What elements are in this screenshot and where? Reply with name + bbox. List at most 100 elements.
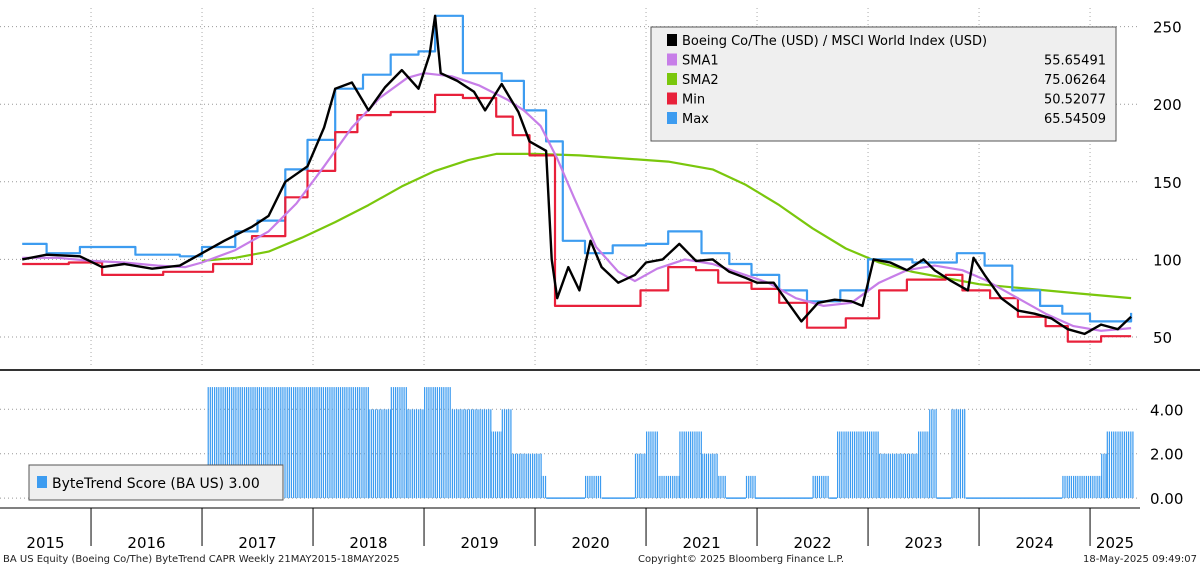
score-bar <box>415 409 418 499</box>
score-bar <box>896 453 898 499</box>
score-bar <box>869 431 871 499</box>
score-bar <box>379 409 381 499</box>
score-bar <box>209 387 211 499</box>
score-bar <box>1070 475 1073 499</box>
x-label-2025: 2025 <box>1096 534 1134 552</box>
score-bar <box>898 453 900 499</box>
score-bar <box>900 453 902 499</box>
score-bar <box>383 409 385 499</box>
score-bar <box>354 387 357 499</box>
score-bar <box>407 409 409 499</box>
score-bar <box>873 431 875 499</box>
score-bar <box>514 453 517 499</box>
score-bar <box>902 453 904 499</box>
score-bar <box>320 387 322 499</box>
score-bar <box>637 453 639 499</box>
score-bar <box>211 387 214 499</box>
score-bar <box>685 431 687 499</box>
score-bar <box>248 387 250 499</box>
score-bar <box>889 453 892 499</box>
score-bar <box>453 409 456 499</box>
score-bar <box>849 431 852 499</box>
score-bar <box>646 431 648 499</box>
score-bar <box>492 431 495 499</box>
legend-label-ba: Boeing Co/The (USD) / MSCI World Index (… <box>682 34 987 49</box>
score-bar <box>641 453 643 499</box>
y-tick-150: 150 <box>1153 174 1182 192</box>
score-bar <box>305 387 308 499</box>
score-panel: 0.00 2.00 4.00 <box>0 387 1183 508</box>
x-label-2024: 2024 <box>1015 534 1053 552</box>
score-bar <box>499 431 501 499</box>
score-bar <box>318 387 320 499</box>
score-bar <box>377 409 379 499</box>
score-bar <box>703 453 705 499</box>
score-bar <box>350 387 352 499</box>
score-bar <box>519 453 521 499</box>
score-bar <box>370 409 372 499</box>
score-bar <box>344 387 346 499</box>
score-bar <box>471 409 473 499</box>
score-bar <box>357 387 359 499</box>
score-bar <box>451 409 454 499</box>
footer-copyright: Copyright© 2025 Bloomberg Finance L.P. <box>638 554 844 565</box>
score-bar <box>694 431 696 499</box>
legend-value-sma1: 55.65491 <box>1044 54 1106 69</box>
score-bar <box>506 409 508 499</box>
score-bar <box>233 387 235 499</box>
score-bar <box>701 453 703 499</box>
score-bar <box>962 409 964 499</box>
score-bar <box>473 409 475 499</box>
score-bar <box>1106 431 1108 499</box>
score-bar <box>1128 431 1130 499</box>
score-bar <box>295 387 297 499</box>
score-bar <box>750 475 752 499</box>
score-bar <box>669 475 672 499</box>
score-bar <box>456 409 458 499</box>
score-bar <box>1119 431 1121 499</box>
score-bar <box>316 387 318 499</box>
score-bar <box>430 387 432 499</box>
score-bar <box>428 387 430 499</box>
score-bar <box>585 475 587 499</box>
score-legend-swatch <box>37 476 47 488</box>
score-bar <box>269 387 271 499</box>
score-bar <box>672 475 674 499</box>
score-bar <box>652 431 654 499</box>
score-y-tick-0.00: 0.00 <box>1150 490 1183 508</box>
score-bar <box>222 387 224 499</box>
score-bar <box>748 475 750 499</box>
score-bar <box>372 409 375 499</box>
score-bar <box>858 431 860 499</box>
legend-swatch-max <box>667 112 677 124</box>
legend-value-max: 65.54509 <box>1044 112 1106 127</box>
score-bar <box>871 431 873 499</box>
score-bar <box>365 387 367 499</box>
score-bar <box>368 409 370 499</box>
score-bar <box>466 409 468 499</box>
score-bar <box>1094 475 1096 499</box>
score-bar <box>447 387 449 499</box>
score-bar <box>587 475 589 499</box>
score-bar <box>534 453 536 499</box>
score-bar <box>656 431 658 499</box>
score-bar <box>639 453 641 499</box>
score-bar <box>752 475 754 499</box>
score-bar <box>745 475 748 499</box>
series-line-ba <box>21 14 1132 336</box>
x-label-2020: 2020 <box>571 534 609 552</box>
score-bar <box>678 475 680 499</box>
score-bar <box>1108 431 1111 499</box>
score-bar <box>392 387 395 499</box>
score-bar <box>460 409 462 499</box>
legend-value-sma2: 75.06264 <box>1044 73 1106 88</box>
score-bar <box>589 475 591 499</box>
score-bar <box>816 475 819 499</box>
score-bar <box>468 409 471 499</box>
score-bar <box>443 387 445 499</box>
score-y-ticks: 0.00 2.00 4.00 <box>1150 401 1183 508</box>
score-bar <box>953 409 955 499</box>
x-label-2023: 2023 <box>904 534 942 552</box>
score-bar <box>1113 431 1115 499</box>
score-bar <box>1130 431 1132 499</box>
